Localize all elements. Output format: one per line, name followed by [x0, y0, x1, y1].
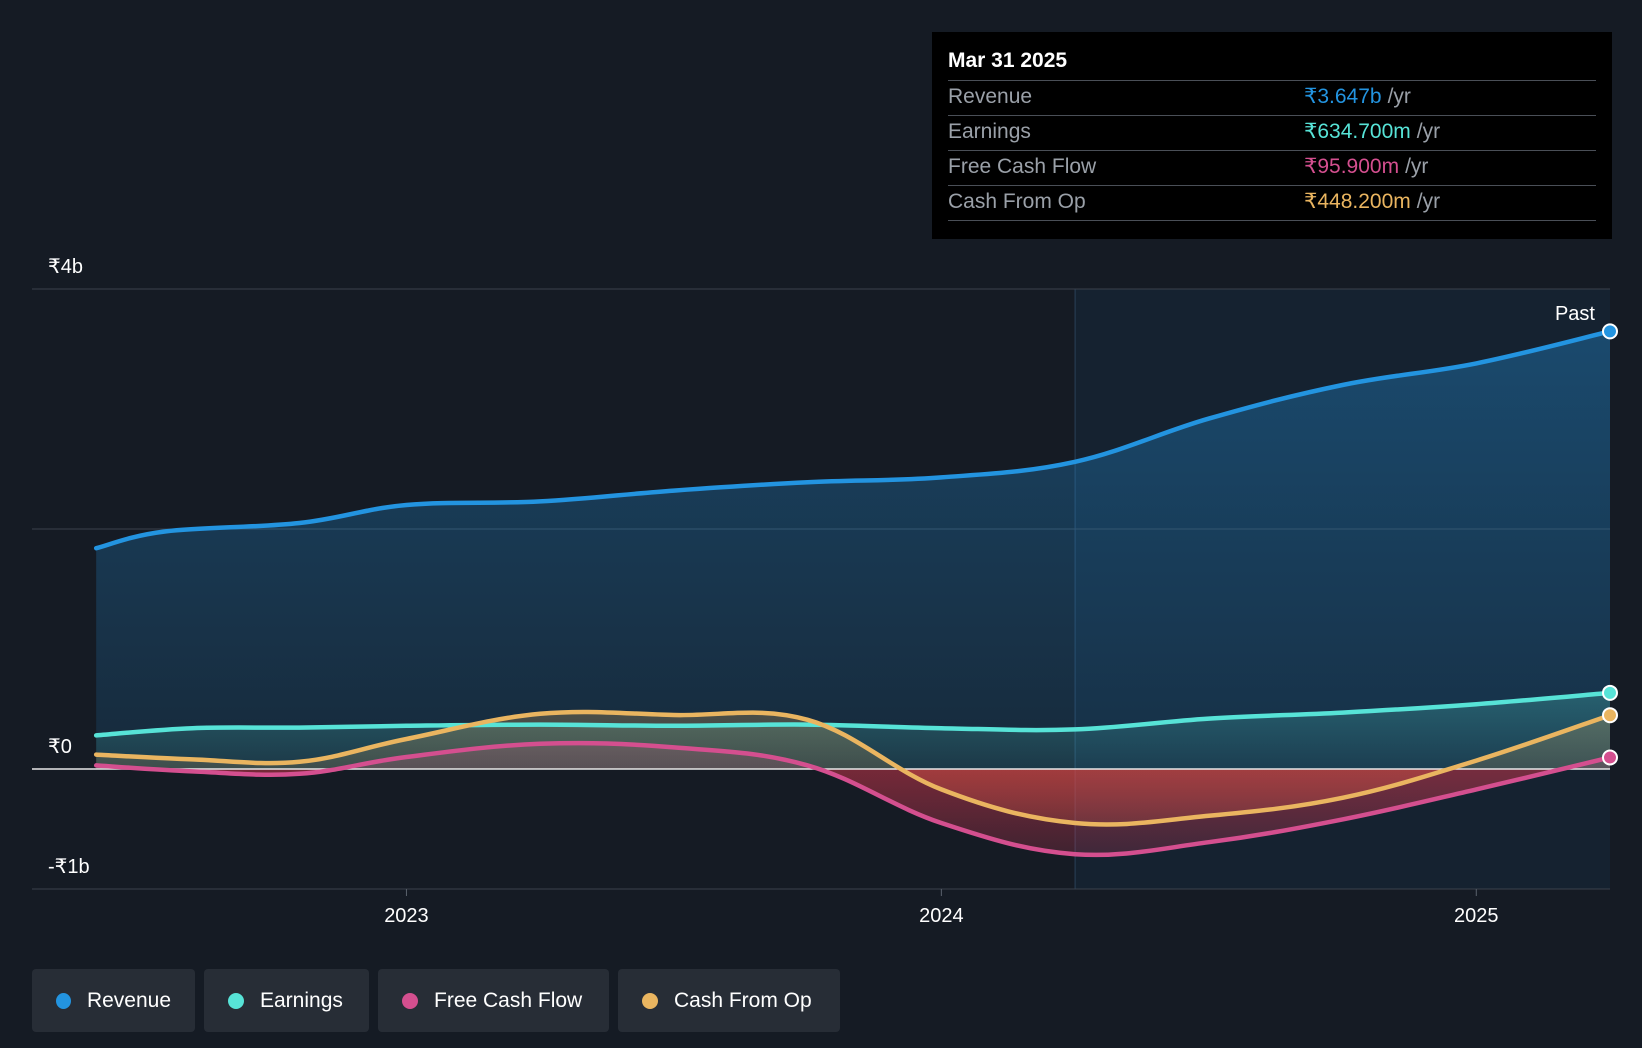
legend-label: Free Cash Flow [434, 988, 583, 1012]
tooltip-unit: /yr [1416, 120, 1441, 143]
legend-dot-icon [642, 992, 658, 1009]
line-revenue [93, 329, 1613, 551]
past-label: Past [1555, 303, 1595, 325]
marker-earnings [1602, 684, 1618, 701]
legend-label: Earnings [260, 988, 343, 1012]
line-cash-from-op [93, 709, 1613, 827]
x-tick-label: 2023 [384, 905, 429, 927]
negative-area-cash-from-op [96, 769, 1610, 825]
tooltip-unit: /yr [1387, 85, 1411, 108]
tooltip-label: Free Cash Flow [948, 155, 1097, 178]
tooltip-value: ₹634.700m [1304, 120, 1411, 143]
tooltip-row-revenue: Revenue ₹3.647b /yr [948, 81, 1596, 116]
legend-item-cash-from-op[interactable]: Cash From Op [618, 969, 840, 1032]
series-lines [93, 329, 1613, 858]
legend-dot-icon [228, 992, 244, 1009]
legend-label: Revenue [86, 988, 171, 1012]
x-tick-label: 2024 [919, 905, 964, 927]
legend-item-earnings[interactable]: Earnings [204, 969, 369, 1032]
marker-revenue [1602, 323, 1618, 340]
tooltip-label: Earnings [948, 120, 1031, 143]
y-tick-label: ₹0 [48, 736, 72, 758]
legend-dot-icon [56, 992, 71, 1009]
tooltip-date: Mar 31 2025 [948, 46, 1596, 81]
tooltip-unit: /yr [1405, 155, 1429, 178]
tooltip-row-cash-from-op: Cash From Op ₹448.200m /yr [948, 186, 1596, 221]
legend-item-revenue[interactable]: Revenue [32, 969, 195, 1032]
tooltip-value: ₹3.647b [1304, 85, 1382, 108]
marker-cash-from-op [1602, 707, 1618, 724]
tooltip-row-earnings: Earnings ₹634.700m /yr [948, 116, 1596, 151]
marker-free-cash-flow [1602, 749, 1618, 766]
legend: Revenue Earnings Free Cash Flow Cash Fro… [32, 969, 840, 1032]
tooltip-label: Revenue [948, 85, 1033, 108]
y-axis-labels: ₹4b ₹0 -₹1b [48, 256, 90, 878]
line-free-cash-flow [93, 740, 1613, 858]
series-areas [96, 331, 1611, 855]
y-tick-label: ₹4b [48, 256, 83, 278]
x-tick-label: 2025 [1454, 905, 1499, 927]
tooltip-unit: /yr [1416, 190, 1441, 213]
area-revenue [96, 331, 1611, 769]
tooltip-value: ₹95.900m [1304, 155, 1400, 178]
tooltip-label: Cash From Op [948, 190, 1086, 213]
tooltip: Mar 31 2025 Revenue ₹3.647b /yr Earnings… [932, 32, 1612, 239]
x-axis-labels: 2023 2024 2025 [384, 889, 1499, 927]
tooltip-value: ₹448.200m [1304, 190, 1411, 213]
legend-item-free-cash-flow[interactable]: Free Cash Flow [378, 969, 609, 1032]
y-tick-label: -₹1b [48, 856, 90, 878]
legend-label: Cash From Op [674, 988, 812, 1012]
legend-dot-icon [402, 992, 418, 1009]
end-markers [1602, 323, 1618, 766]
tooltip-row-free-cash-flow: Free Cash Flow ₹95.900m /yr [948, 151, 1596, 186]
